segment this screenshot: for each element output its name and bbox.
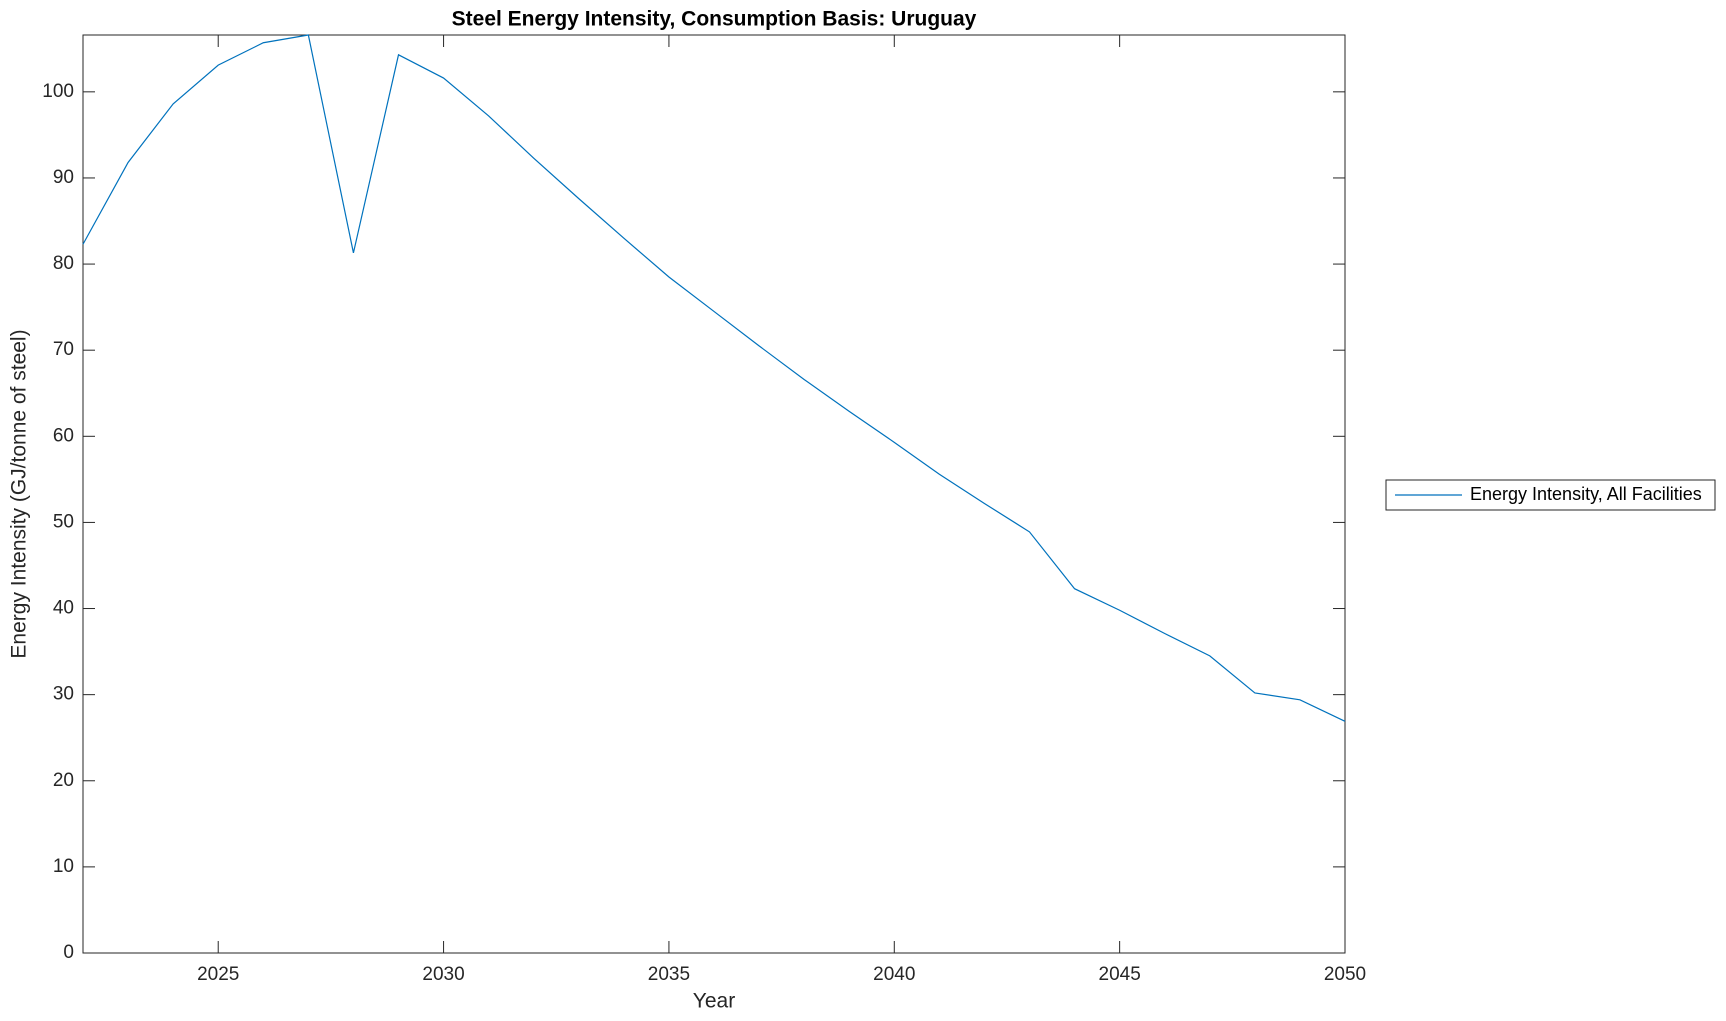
y-tick-label: 0 (63, 942, 74, 963)
y-tick-label: 10 (53, 856, 74, 877)
y-axis-label: Energy Intensity (GJ/tonne of steel) (8, 329, 31, 658)
y-tick-label: 20 (53, 770, 74, 791)
x-tick-label: 2035 (648, 964, 690, 985)
x-tick-label: 2025 (197, 964, 239, 985)
y-tick-label: 50 (53, 511, 74, 532)
legend-label: Energy Intensity, All Facilities (1470, 484, 1702, 504)
y-tick-label: 60 (53, 425, 74, 446)
y-tick-label: 30 (53, 684, 74, 705)
y-tick-label: 70 (53, 339, 74, 360)
x-tick-label: 2045 (1099, 964, 1141, 985)
y-tick-label: 100 (42, 81, 74, 102)
y-tick-label: 80 (53, 253, 74, 274)
x-tick-label: 2040 (873, 964, 915, 985)
chart-title: Steel Energy Intensity, Consumption Basi… (452, 8, 977, 31)
data-line (82, 34, 1346, 722)
x-axis-label: Year (693, 990, 735, 1013)
y-tick-label: 90 (53, 167, 74, 188)
x-tick-label: 2050 (1324, 964, 1366, 985)
plot-frame (82, 34, 1346, 954)
x-tick-label: 2030 (422, 964, 464, 985)
y-tick-label: 40 (53, 598, 74, 619)
